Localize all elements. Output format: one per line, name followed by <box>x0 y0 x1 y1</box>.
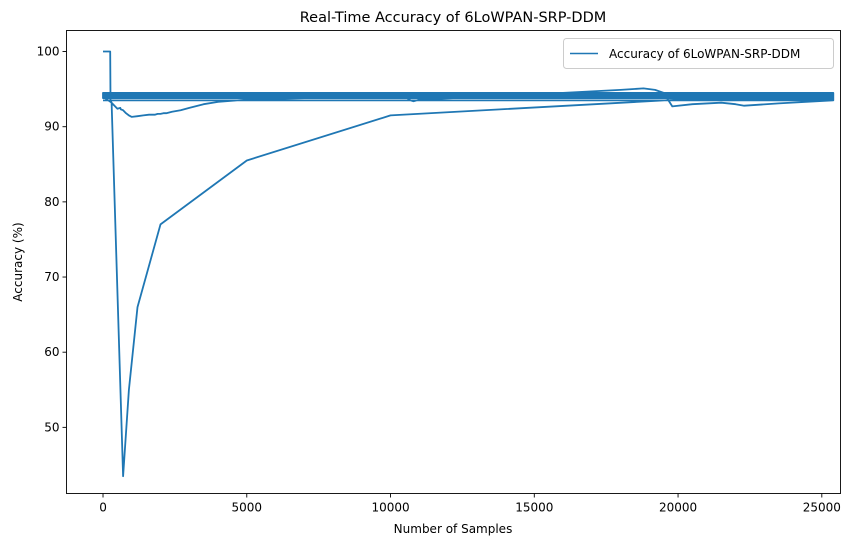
x-tick-label: 10000 <box>371 501 409 515</box>
y-tick-label: 80 <box>44 195 59 209</box>
x-axis-ticks: 0 5000 10000 15000 20000 25000 <box>99 493 841 515</box>
x-tick-label: 25000 <box>803 501 841 515</box>
x-tick-label: 5000 <box>232 501 263 515</box>
series-line-accuracy <box>102 50 835 478</box>
y-axis-title: Accuracy (%) <box>11 222 25 301</box>
y-tick-label: 90 <box>44 120 59 134</box>
plot-area <box>66 30 841 494</box>
plot-frame <box>66 30 841 494</box>
x-tick-label: 0 <box>99 501 107 515</box>
legend-label: Accuracy of 6LoWPAN-SRP-DDM <box>609 47 800 61</box>
y-tick-label: 50 <box>44 420 59 434</box>
legend: Accuracy of 6LoWPAN-SRP-DDM <box>563 38 834 69</box>
x-tick-label: 15000 <box>515 501 553 515</box>
y-tick-label: 60 <box>44 345 59 359</box>
x-tick-label: 20000 <box>659 501 697 515</box>
legend-box <box>563 38 834 69</box>
x-axis-title: Number of Samples <box>394 522 513 536</box>
y-axis-ticks: 50 60 70 80 90 100 <box>37 45 67 434</box>
y-tick-label: 70 <box>44 270 59 284</box>
chart-title: Real-Time Accuracy of 6LoWPAN-SRP-DDM <box>300 10 607 26</box>
series-layer <box>102 50 835 478</box>
y-tick-label: 100 <box>37 45 60 59</box>
